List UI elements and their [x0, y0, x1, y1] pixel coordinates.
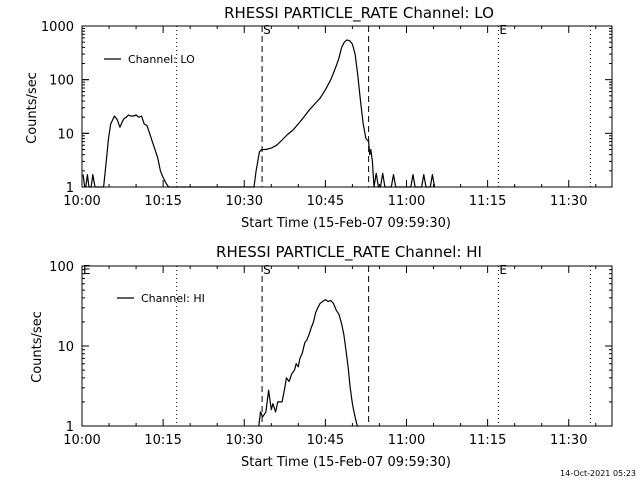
chart-panel-hi: RHESSI PARTICLE_RATE Channel: HI Start T…: [30, 243, 613, 470]
x-tick-label: 10:30: [226, 433, 263, 448]
x-tick-label: 10:45: [307, 194, 344, 209]
y-tick-label: 100: [49, 74, 74, 89]
y-tick-label: 10: [57, 340, 74, 355]
chart-title-hi: RHESSI PARTICLE_RATE Channel: HI: [216, 243, 482, 262]
time-marker-label: S: [263, 263, 271, 277]
y-axis-label-hi: Counts/sec: [30, 311, 45, 383]
x-tick-label: 11:00: [388, 194, 425, 209]
series-line-LO: [82, 39, 436, 188]
x-tick-label: 11:15: [469, 194, 506, 209]
series-line-HI: [258, 299, 359, 427]
x-tick-label: 11:30: [550, 433, 587, 448]
x-tick-label: 11:30: [550, 194, 587, 209]
x-tick-label: 10:45: [307, 433, 344, 448]
plot-frame-HI: [81, 265, 613, 427]
x-tick-label: 11:00: [388, 433, 425, 448]
x-axis-label-hi: Start Time (15-Feb-07 09:59:30): [241, 455, 451, 470]
footer-timestamp: 14-Oct-2021 05:23: [560, 469, 636, 478]
time-marker-label: E: [83, 263, 91, 277]
time-marker-label: S: [263, 23, 271, 37]
x-axis-label-lo: Start Time (15-Feb-07 09:59:30): [241, 216, 451, 231]
x-tick-label: 10:00: [63, 433, 100, 448]
y-axis-label-lo: Counts/sec: [25, 72, 40, 144]
time-marker-label: E: [499, 263, 507, 277]
plot-frame-LO: [81, 25, 613, 188]
legend-label-hi: Channel: HI: [141, 292, 205, 305]
x-tick-label: 11:15: [469, 433, 506, 448]
y-tick-label: 1: [66, 420, 74, 435]
chart-title-lo: RHESSI PARTICLE_RATE Channel: LO: [224, 4, 494, 23]
y-tick-label: 100: [49, 260, 74, 275]
x-tick-label: 10:15: [144, 433, 181, 448]
legend-label-lo: Channel: LO: [128, 53, 195, 66]
y-tick-label: 1000: [41, 20, 74, 35]
x-tick-label: 10:00: [63, 194, 100, 209]
x-tick-label: 10:15: [144, 194, 181, 209]
chart-panel-lo: RHESSI PARTICLE_RATE Channel: LO Start T…: [25, 4, 613, 231]
y-tick-label: 10: [57, 127, 74, 142]
y-tick-label: 1: [66, 181, 74, 196]
x-tick-label: 10:30: [226, 194, 263, 209]
time-marker-label: E: [499, 23, 507, 37]
